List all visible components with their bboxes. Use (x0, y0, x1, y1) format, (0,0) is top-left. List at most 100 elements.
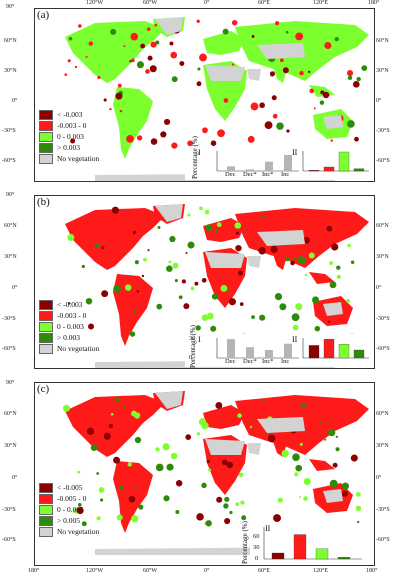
lon-label: 60°W (143, 568, 158, 574)
pixel-patch (103, 432, 111, 440)
pixel-patch (273, 514, 281, 523)
pixel-patch (354, 136, 359, 142)
pixel-patch (275, 21, 280, 26)
pixel-patch (163, 118, 171, 125)
pixel-patch (160, 131, 167, 138)
no-vegetation-greenlandNV (155, 391, 183, 409)
pixel-patch (127, 462, 132, 467)
pixel-patch (136, 290, 140, 293)
pixel-patch (130, 32, 139, 41)
pixel-patch (297, 256, 306, 265)
bar-chart-i (246, 169, 254, 171)
lat-label: 90° (6, 380, 15, 386)
legend-item: No vegetation (39, 343, 99, 354)
chart-ii-label: II (292, 335, 298, 344)
lon-label: 60°E (258, 568, 271, 574)
pixel-patch (150, 41, 157, 48)
x-tick: Inc (281, 171, 290, 178)
lat-label: 60°N (4, 223, 17, 229)
pixel-patch (113, 456, 121, 464)
pixel-patch (199, 53, 207, 62)
lon-label: 120°W (86, 568, 104, 574)
panel-b: (b) < -0.003 -0.003 - 0 0 - 0.003 > 0.00… (34, 195, 375, 369)
lon-label: 0° (204, 568, 210, 574)
pixel-patch (226, 461, 234, 469)
bar-chart-ii (337, 557, 351, 560)
no-vegetation-arabia (247, 69, 261, 81)
pixel-patch (101, 246, 105, 250)
pixel-patch (329, 261, 334, 265)
x-tick: Inc (281, 358, 290, 365)
lat-label: -60°S (2, 346, 16, 352)
pixel-patch (175, 479, 183, 487)
pixel-patch (169, 235, 176, 243)
pixel-patch (103, 98, 107, 102)
pixel-patch (292, 324, 299, 331)
lat-label: -30°S (376, 128, 390, 134)
pixel-patch (327, 320, 331, 324)
y-tick: 0 (255, 555, 259, 562)
pixel-patch (329, 281, 337, 289)
legend-item: -0.003 - 0 (39, 120, 99, 131)
pixel-patch (88, 323, 95, 330)
pixel-patch (111, 206, 119, 214)
pixel-patch (324, 438, 327, 441)
pixel-patch (197, 67, 201, 71)
pixel-patch (90, 444, 98, 451)
lat-label: -60°S (2, 158, 16, 164)
pixel-patch (81, 521, 87, 527)
pixel-patch (155, 447, 160, 452)
pixel-patch (149, 65, 157, 73)
pixel-patch (215, 402, 223, 409)
legend-item: 0 - 0.005 (39, 504, 99, 515)
lat-label: 60°N (4, 38, 17, 44)
pixel-patch (117, 83, 122, 88)
pixel-patch (326, 225, 333, 232)
pixel-patch (178, 295, 183, 300)
pixel-patch (123, 45, 126, 48)
pixel-patch (270, 245, 278, 253)
pixel-patch (78, 24, 82, 28)
landmass-namerica (65, 395, 165, 457)
pixel-patch (270, 73, 274, 77)
landmass-namerica (65, 208, 165, 270)
bar-chart-ii (271, 552, 285, 560)
chart-i-label: I (198, 335, 201, 344)
pixel-patch (229, 510, 233, 515)
pixel-patch (221, 459, 228, 466)
pixel-patch (170, 51, 178, 59)
pixel-patch (258, 246, 266, 255)
landmass-europe (203, 31, 245, 55)
pixel-patch (113, 285, 121, 293)
pixel-patch (67, 233, 75, 242)
pixel-patch (85, 297, 93, 305)
lat-label: 60°N (376, 223, 389, 229)
inset-chart-c: II 60 30 0 (250, 523, 366, 565)
legend-item: -0.003 - 0 (39, 310, 99, 321)
pixel-patch (295, 32, 304, 41)
world-map-a (64, 17, 369, 181)
pixel-patch (166, 463, 174, 471)
pixel-patch (237, 270, 244, 276)
bar-chart-ii (308, 345, 320, 359)
lon-label: 180° (368, 0, 380, 6)
legend: < -0.003 -0.003 - 0 0 - 0.003 > 0.003 No… (39, 109, 99, 164)
pixel-patch (332, 462, 338, 468)
lat-label: -30°S (376, 507, 390, 513)
pixel-patch (292, 453, 300, 462)
pixel-patch (279, 303, 287, 311)
lat-label: 30°N (376, 68, 389, 74)
pixel-patch (77, 503, 82, 507)
pixel-patch (329, 479, 338, 488)
no-vegetation-greenlandNV (155, 204, 183, 222)
pixel-patch (147, 55, 153, 61)
pixel-patch (187, 241, 195, 249)
y-tick: 30 (253, 544, 260, 551)
no-vegetation-ausInner (323, 302, 343, 316)
pixel-patch (336, 274, 341, 279)
lat-label: 30°N (4, 443, 17, 449)
pixel-patch (224, 496, 230, 502)
pixel-patch (194, 281, 199, 286)
landmass-india (273, 254, 287, 270)
pixel-patch (131, 410, 137, 417)
